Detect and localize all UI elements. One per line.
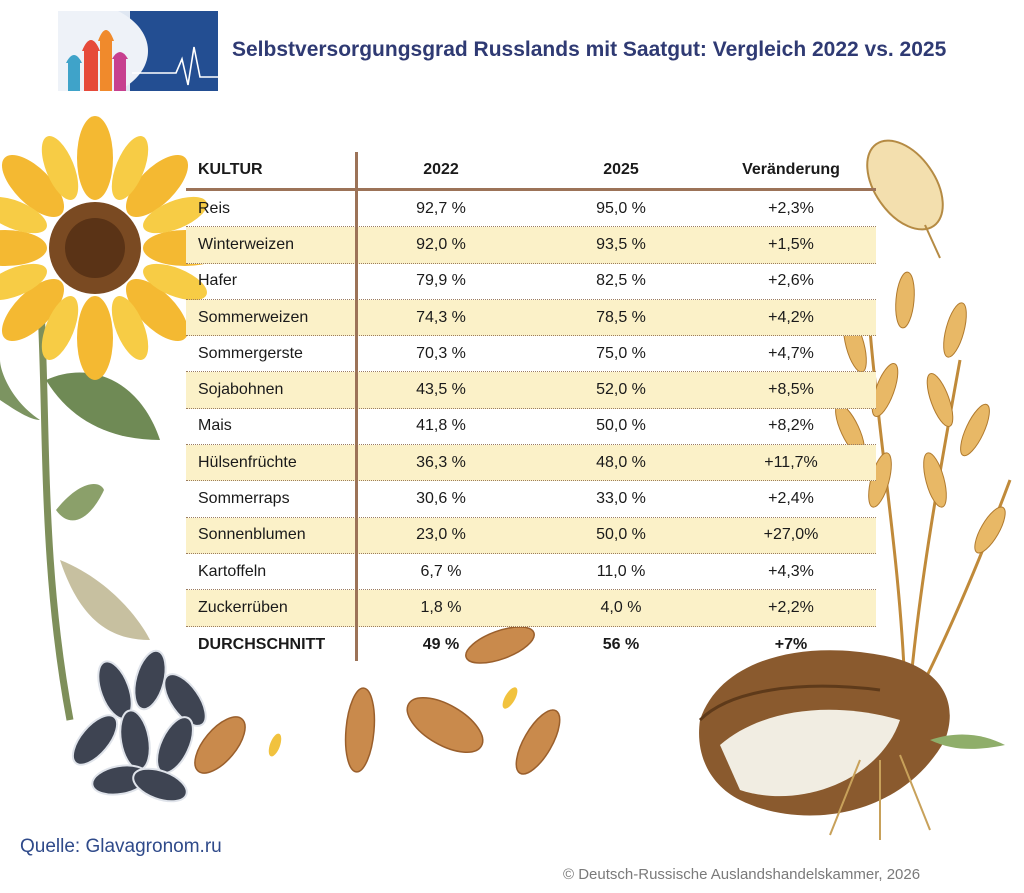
value-2022: 36,3 % [416,453,466,471]
crop-name: Zuckerrüben [198,598,288,616]
value-change: +2,6% [768,272,814,290]
value-change: +4,2% [768,308,814,326]
value-2025: 93,5 % [596,235,646,253]
crop-name: Sommerraps [198,490,290,508]
seed-self-sufficiency-table: KULTUR 2022 2025 Veränderung Reis 92,7 %… [186,152,876,663]
copyright-note: © Deutsch-Russische Auslandshandelskamme… [563,866,921,883]
average-row: DURCHSCHNITT 49 % 56 % +7% [186,627,876,663]
chamber-logo [58,11,218,91]
source-note: Quelle: Glavagronom.ru [20,836,222,857]
table-row: Sommerweizen 74,3 % 78,5 % +4,2% [186,299,876,337]
value-2025: 50,0 % [596,417,646,435]
table-row: Mais 41,8 % 50,0 % +8,2% [186,409,876,446]
table-row: Kartoffeln 6,7 % 11,0 % +4,3% [186,554,876,591]
table-row: Reis 92,7 % 95,0 % +2,3% [186,191,876,228]
average-2025: 56 % [602,635,640,653]
value-change: +8,2% [768,417,814,435]
value-2022: 70,3 % [416,344,466,362]
value-2025: 78,5 % [596,308,646,326]
average-2022: 49 % [422,635,460,653]
value-change: +4,7% [768,344,814,362]
header-2025: 2025 [603,161,639,178]
header-change: Veränderung [742,161,840,178]
table-row: Zuckerrüben 1,8 % 4,0 % +2,2% [186,590,876,627]
crop-name: Hafer [198,272,238,290]
table-row: Sonnenblumen 23,0 % 50,0 % +27,0% [186,517,876,554]
crop-name: Sommergerste [198,344,303,362]
table-row: Sommerraps 30,6 % 33,0 % +2,4% [186,481,876,518]
crop-name: Sojabohnen [198,381,284,399]
crop-name: Winterweizen [198,235,295,253]
value-2025: 4,0 % [600,598,642,616]
column-divider [355,152,358,661]
crop-name: Hülsenfrüchte [198,453,297,471]
value-2025: 50,0 % [596,526,646,544]
value-2022: 30,6 % [416,490,466,508]
value-2022: 92,0 % [416,235,466,253]
value-change: +1,5% [768,235,814,253]
value-change: +11,7% [764,453,818,471]
value-2025: 75,0 % [596,344,646,362]
header-2022: 2022 [423,161,459,178]
value-change: +4,3% [768,562,814,580]
crop-name: Sonnenblumen [198,526,306,544]
value-change: +2,2% [768,598,814,616]
value-2025: 11,0 % [596,562,646,580]
table-row: Winterweizen 92,0 % 93,5 % +1,5% [186,227,876,264]
table-header: KULTUR 2022 2025 Veränderung [186,152,876,191]
value-2022: 23,0 % [416,526,466,544]
average-change: +7% [774,635,808,653]
table-row: Sommergerste 70,3 % 75,0 % +4,7% [186,336,876,373]
value-2025: 48,0 % [596,453,646,471]
value-2022: 74,3 % [416,308,466,326]
value-2022: 1,8 % [420,598,462,616]
table-row: Hafer 79,9 % 82,5 % +2,6% [186,264,876,300]
crop-name: Sommerweizen [198,308,309,326]
value-change: +8,5% [768,381,814,399]
table-row: Sojabohnen 43,5 % 52,0 % +8,5% [186,372,876,409]
value-2022: 43,5 % [416,381,466,399]
value-change: +27,0% [763,526,819,544]
value-change: +2,3% [768,199,814,217]
average-label: DURCHSCHNITT [198,635,326,653]
value-2022: 6,7 % [420,562,462,580]
value-change: +2,4% [768,490,814,508]
crop-name: Kartoffeln [198,562,267,580]
value-2025: 52,0 % [596,381,646,399]
value-2022: 41,8 % [416,417,466,435]
value-2022: 79,9 % [416,272,466,290]
crop-name: Mais [198,417,232,435]
value-2025: 82,5 % [596,272,646,290]
table-row: Hülsenfrüchte 36,3 % 48,0 % +11,7% [186,445,876,482]
value-2025: 33,0 % [596,490,646,508]
chart-title: Selbstversorgungsgrad Russlands mit Saat… [232,38,947,61]
crop-name: Reis [198,199,231,217]
value-2022: 92,7 % [416,199,466,217]
header-crop: KULTUR [198,161,263,178]
value-2025: 95,0 % [596,199,646,217]
